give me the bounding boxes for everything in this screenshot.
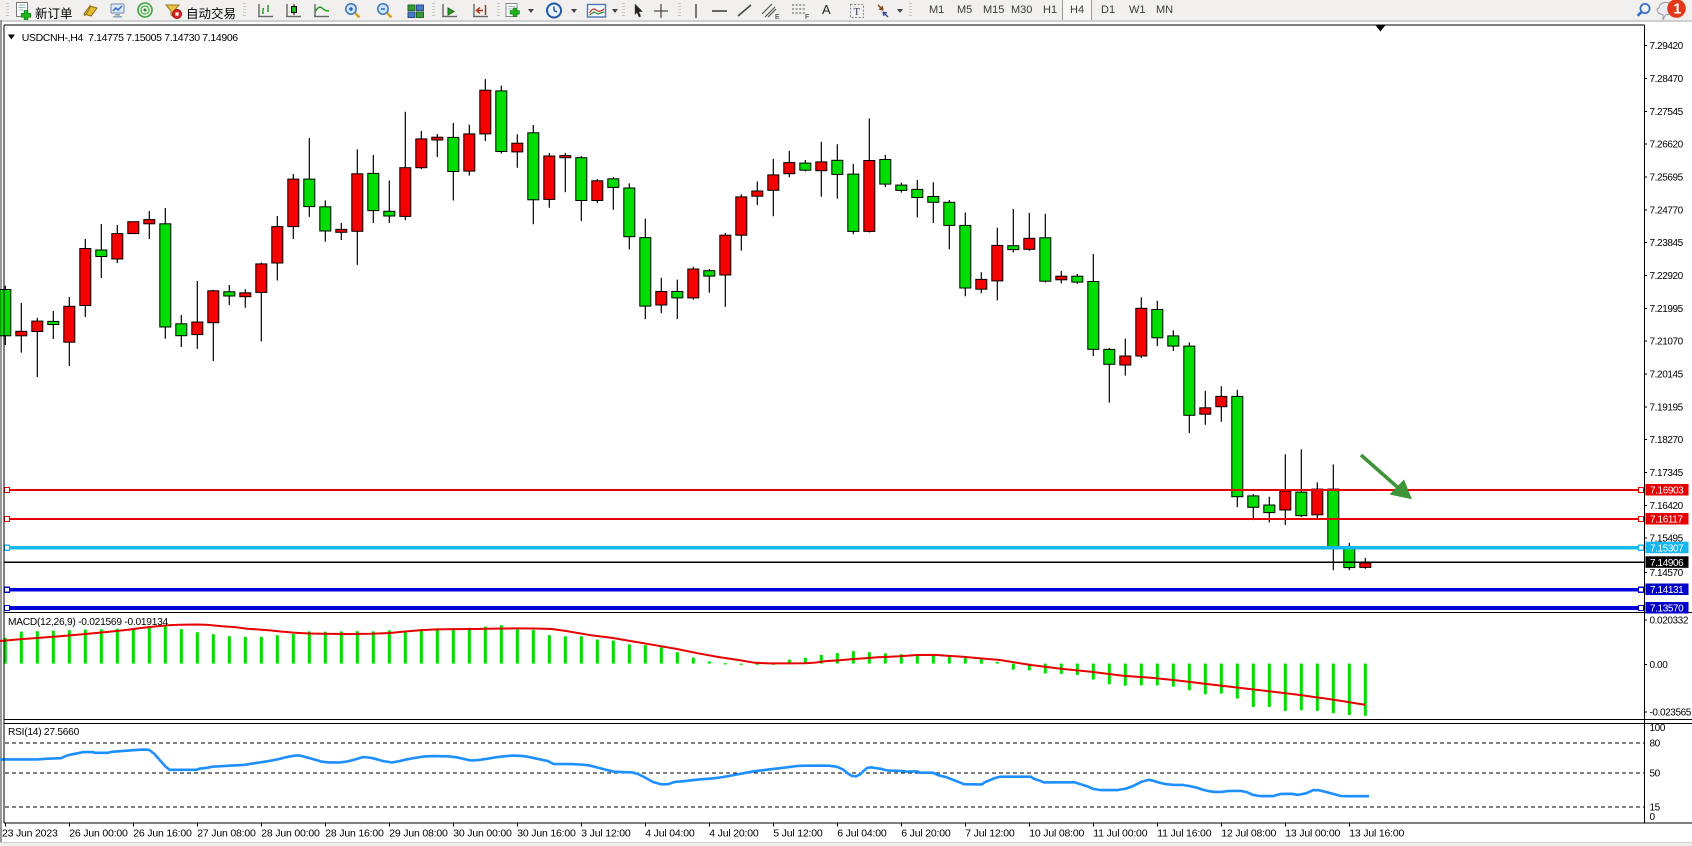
svg-text:7.25695: 7.25695 [1650, 172, 1684, 183]
svg-text:7.22920: 7.22920 [1650, 271, 1684, 282]
svg-text:7.14570: 7.14570 [1650, 568, 1684, 579]
svg-text:28 Jun 00:00: 28 Jun 00:00 [261, 828, 320, 840]
svg-text:28 Jun 16:00: 28 Jun 16:00 [325, 828, 384, 840]
svg-text:26 Jun 00:00: 26 Jun 00:00 [69, 828, 128, 840]
svg-text:7.15495: 7.15495 [1650, 534, 1684, 545]
svg-text:0.020332: 0.020332 [1650, 615, 1689, 626]
svg-text:-0.023565: -0.023565 [1650, 707, 1692, 718]
svg-text:50: 50 [1650, 769, 1661, 780]
svg-text:7.21070: 7.21070 [1650, 337, 1684, 348]
svg-text:7.28470: 7.28470 [1650, 74, 1684, 85]
svg-text:4 Jul 20:00: 4 Jul 20:00 [709, 828, 759, 840]
svg-text:4 Jul 04:00: 4 Jul 04:00 [645, 828, 695, 840]
svg-text:27 Jun 08:00: 27 Jun 08:00 [197, 828, 256, 840]
svg-text:30 Jun 00:00: 30 Jun 00:00 [453, 828, 512, 840]
svg-text:MACD(12,26,9) -0.021569 -0.019: MACD(12,26,9) -0.021569 -0.019134 [8, 617, 169, 628]
svg-text:7.17345: 7.17345 [1650, 468, 1684, 479]
svg-text:80: 80 [1650, 739, 1661, 750]
svg-text:12 Jul 08:00: 12 Jul 08:00 [1221, 828, 1276, 840]
svg-text:6 Jul 04:00: 6 Jul 04:00 [837, 828, 887, 840]
svg-text:1: 1 [1673, 2, 1681, 18]
svg-text:100: 100 [1650, 723, 1666, 734]
svg-text:3 Jul 12:00: 3 Jul 12:00 [581, 828, 631, 840]
svg-text:6 Jul 20:00: 6 Jul 20:00 [901, 828, 951, 840]
svg-text:7.16117: 7.16117 [1650, 515, 1683, 526]
svg-text:7.15307: 7.15307 [1650, 543, 1684, 554]
svg-text:E: E [775, 14, 780, 20]
svg-text:11 Jul 16:00: 11 Jul 16:00 [1157, 828, 1211, 840]
svg-text:0.00: 0.00 [1650, 660, 1669, 671]
svg-text:7.13570: 7.13570 [1650, 604, 1684, 615]
svg-text:15: 15 [1650, 803, 1661, 814]
svg-text:11 Jul 00:00: 11 Jul 00:00 [1093, 828, 1147, 840]
svg-text:7 Jul 12:00: 7 Jul 12:00 [965, 828, 1015, 840]
svg-text:7.29420: 7.29420 [1650, 41, 1684, 52]
svg-text:30 Jun 16:00: 30 Jun 16:00 [517, 828, 576, 840]
svg-text:7.14906: 7.14906 [1650, 558, 1684, 569]
svg-text:F: F [805, 14, 809, 20]
svg-text:T: T [854, 7, 861, 18]
svg-text:7.27545: 7.27545 [1650, 107, 1684, 118]
svg-text:13 Jul 00:00: 13 Jul 00:00 [1285, 828, 1340, 840]
svg-text:7.16903: 7.16903 [1650, 486, 1684, 497]
svg-text:USDCNH-,H4 7.14775 7.15005 7.: USDCNH-,H4 7.14775 7.15005 7.14730 7.149… [22, 32, 239, 44]
svg-text:RSI(14) 27.5660: RSI(14) 27.5660 [8, 727, 80, 738]
svg-text:10 Jul 08:00: 10 Jul 08:00 [1029, 828, 1084, 840]
svg-text:7.16420: 7.16420 [1650, 501, 1684, 512]
svg-text:29 Jun 08:00: 29 Jun 08:00 [389, 828, 448, 840]
svg-text:5 Jul 12:00: 5 Jul 12:00 [773, 828, 823, 840]
svg-text:0: 0 [1650, 812, 1656, 823]
svg-text:7.14131: 7.14131 [1650, 585, 1684, 596]
svg-text:7.18270: 7.18270 [1650, 435, 1684, 446]
svg-text:7.26620: 7.26620 [1650, 140, 1684, 151]
svg-text:23 Jun 2023: 23 Jun 2023 [2, 828, 58, 840]
svg-text:13 Jul 16:00: 13 Jul 16:00 [1349, 828, 1404, 840]
svg-text:7.24770: 7.24770 [1650, 205, 1684, 216]
svg-text:7.21995: 7.21995 [1650, 304, 1684, 315]
svg-text:26 Jun 16:00: 26 Jun 16:00 [133, 828, 192, 840]
svg-text:7.23845: 7.23845 [1650, 238, 1684, 249]
svg-text:7.19195: 7.19195 [1650, 402, 1684, 413]
svg-text:7.20145: 7.20145 [1650, 369, 1684, 380]
